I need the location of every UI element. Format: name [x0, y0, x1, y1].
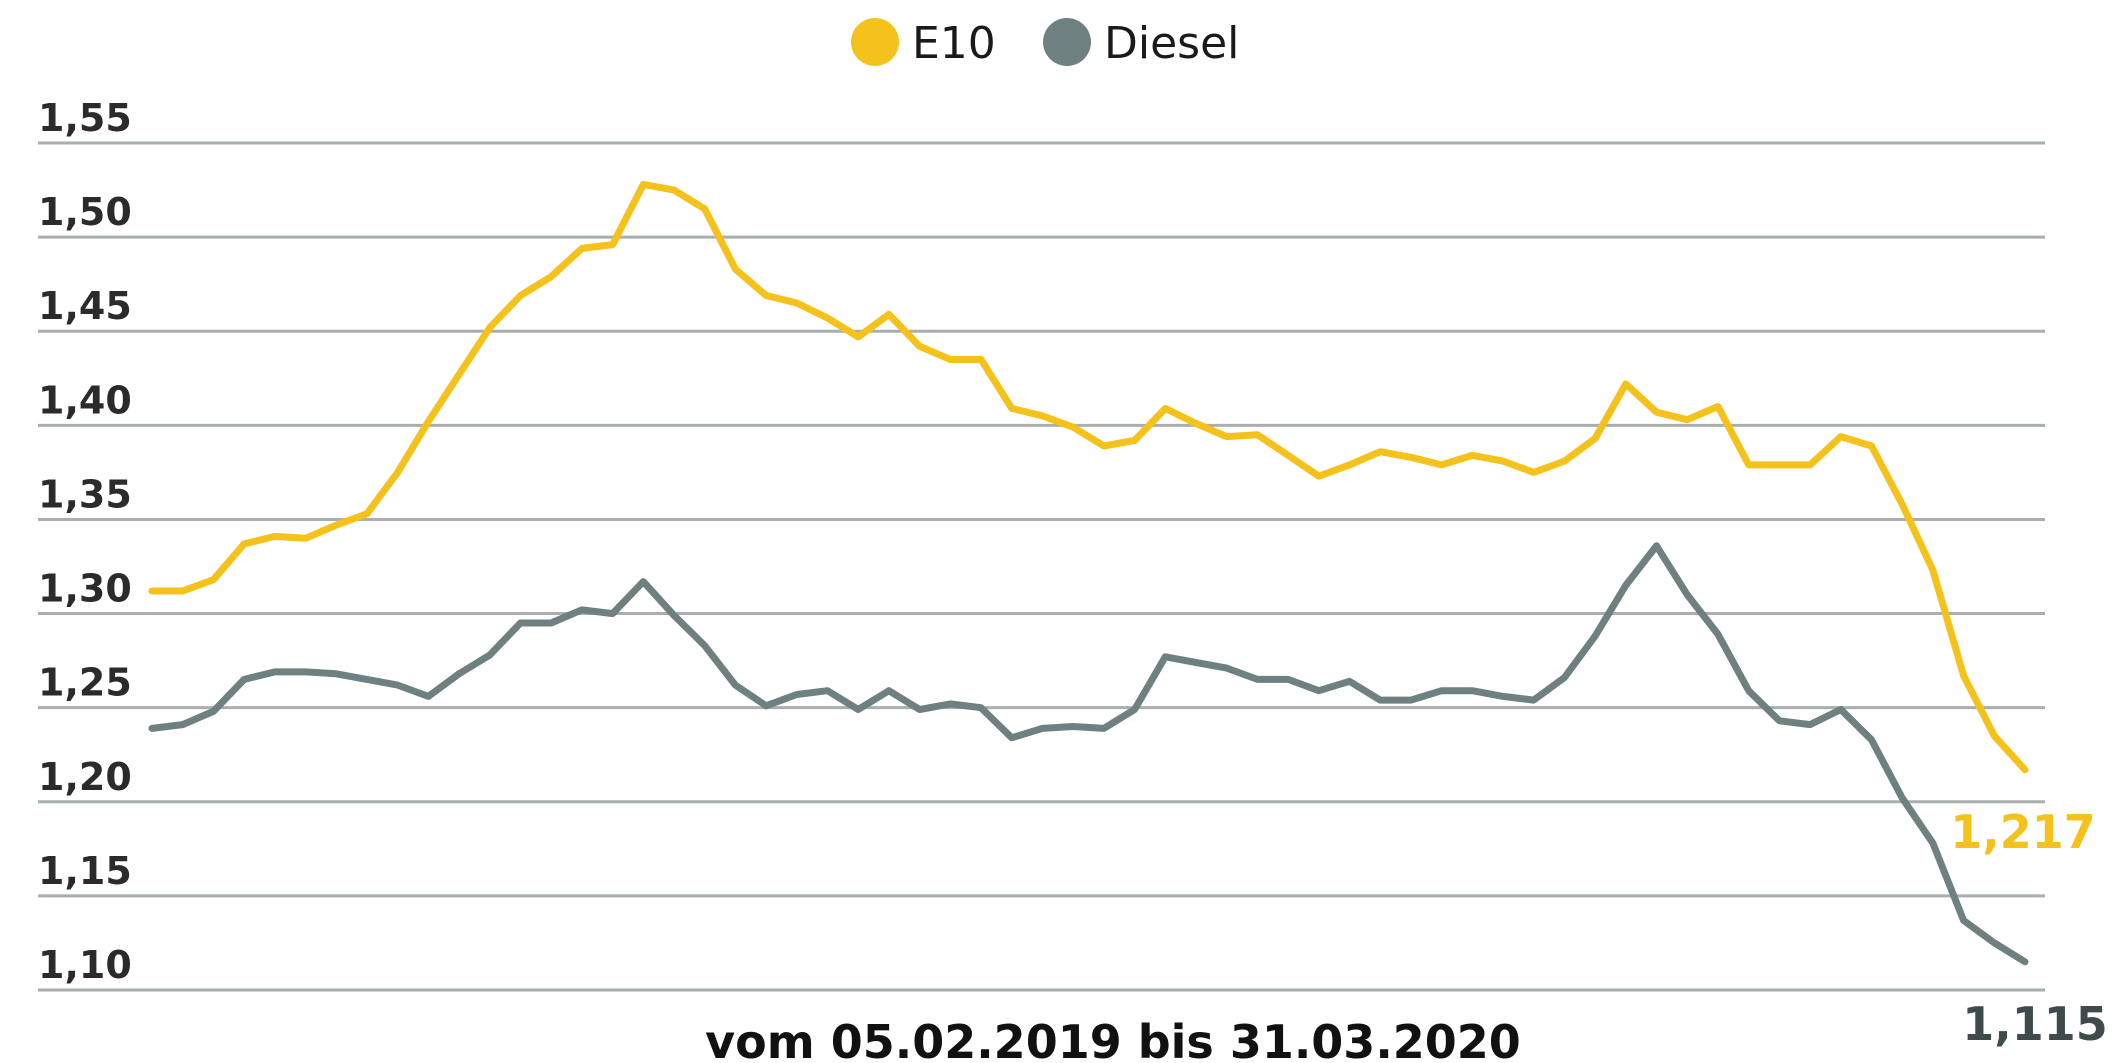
series-line-e10: [148, 180, 2029, 774]
y-tick-label: 1,35: [38, 472, 132, 516]
y-tick-label: 1,30: [38, 567, 132, 611]
y-tick-label: 1,50: [38, 190, 132, 234]
y-axis-ticks: 1,10 1,15 1,20 1,25 1,30 1,35 1,40 1,45 1,50 1,55: [38, 96, 132, 987]
end-value-label-diesel: 1,115: [1962, 997, 2108, 1051]
gridlines: [38, 141, 2045, 992]
y-tick-label: 1,55: [38, 96, 132, 140]
y-tick-label: 1,10: [38, 943, 132, 987]
legend-label-e10: E10: [912, 18, 996, 69]
legend: E10 Diesel: [851, 18, 1239, 69]
x-axis-label: vom 05.02.2019 bis 31.03.2020: [705, 1015, 1521, 1063]
y-tick-label: 1,40: [38, 378, 132, 422]
y-tick-label: 1,15: [38, 849, 132, 893]
series-line-diesel: [148, 542, 2029, 966]
legend-marker-e10: [851, 18, 899, 66]
end-value-label-e10: 1,217: [1950, 805, 2096, 859]
y-tick-label: 1,25: [38, 661, 132, 705]
legend-marker-diesel: [1043, 18, 1091, 66]
y-tick-label: 1,45: [38, 284, 132, 328]
legend-label-diesel: Diesel: [1104, 18, 1239, 69]
series-lines: [148, 180, 2029, 966]
y-tick-label: 1,20: [38, 755, 132, 799]
